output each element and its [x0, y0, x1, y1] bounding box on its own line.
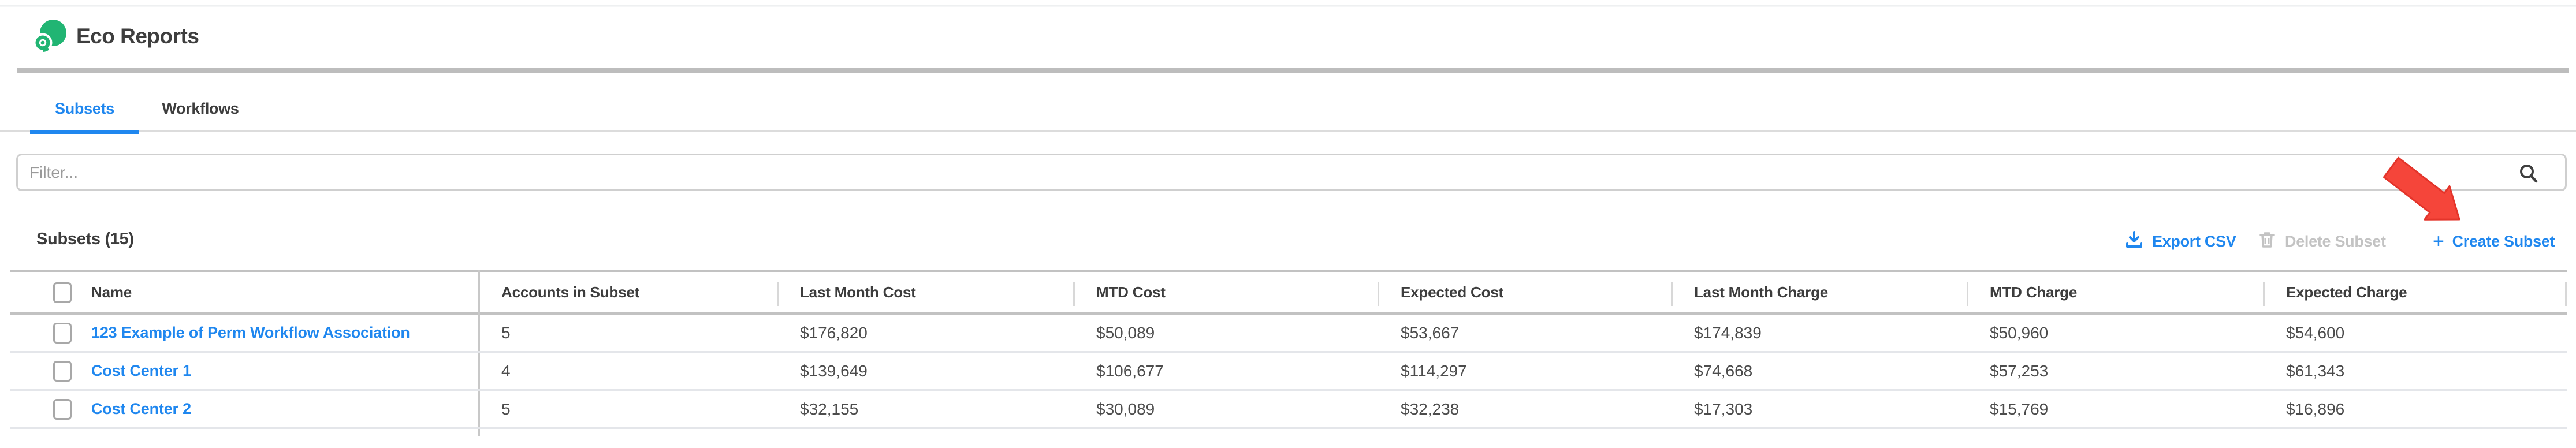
table-row: Cost Center 2 5 $32,155 $30,089 $32,238 …	[10, 391, 2567, 429]
col-header-mtd-charge[interactable]: MTD Charge	[1990, 283, 2078, 301]
subset-name-link[interactable]: 123 Example of Perm Workflow Association	[91, 324, 410, 341]
cell-expected-charge: $54,600	[2286, 323, 2345, 342]
select-all-checkbox-cell	[53, 272, 72, 312]
col-header-name[interactable]: Name	[91, 283, 132, 301]
column-divider	[777, 282, 779, 306]
delete-subset-label: Delete Subset	[2285, 232, 2386, 250]
tab-subsets[interactable]: Subsets	[55, 99, 114, 117]
page-title: Eco Reports	[76, 24, 199, 48]
table-row: Cost Center 1 4 $139,649 $106,677 $114,2…	[10, 353, 2567, 391]
create-subset-button[interactable]: + Create Subset	[2433, 230, 2555, 253]
cell-accounts: 5	[501, 323, 511, 342]
filter-box	[16, 154, 2567, 191]
column-divider	[2263, 282, 2265, 306]
search-icon	[2518, 163, 2540, 188]
table-header-row: Name Accounts in Subset Last Month Cost …	[10, 270, 2567, 436]
cell-mtd-cost: $106,677	[1096, 361, 1164, 380]
row-checkbox[interactable]	[53, 360, 72, 382]
table-row: 123 Example of Perm Workflow Association…	[10, 315, 2567, 353]
col-header-last-month-cost[interactable]: Last Month Cost	[800, 283, 916, 301]
tab-bar: Subsets Workflows	[0, 87, 2576, 132]
cell-expected-cost: $114,297	[1401, 361, 1467, 380]
subset-name-link[interactable]: Cost Center 2	[91, 400, 191, 417]
name-column-divider	[478, 270, 480, 436]
column-divider	[1378, 282, 1379, 306]
trash-icon	[2257, 230, 2277, 253]
cell-expected-charge: $61,343	[2286, 361, 2345, 380]
select-all-checkbox[interactable]	[53, 282, 72, 303]
cell-expected-cost: $53,667	[1401, 323, 1460, 342]
delete-subset-button[interactable]: Delete Subset	[2257, 230, 2386, 253]
eco-logo-icon	[31, 19, 67, 59]
cell-last-month-charge: $74,668	[1694, 361, 1753, 380]
row-checkbox[interactable]	[53, 398, 72, 420]
column-divider	[1967, 282, 1968, 306]
active-tab-underline	[30, 130, 139, 134]
column-divider	[1671, 282, 1673, 306]
row-checkbox-cell	[53, 353, 72, 389]
tab-workflows[interactable]: Workflows	[162, 99, 239, 117]
cell-accounts: 5	[501, 400, 511, 418]
cell-accounts: 4	[501, 361, 511, 380]
export-csv-label: Export CSV	[2152, 232, 2236, 250]
cell-mtd-cost: $30,089	[1096, 400, 1155, 418]
top-divider	[0, 5, 2576, 7]
create-subset-label: Create Subset	[2452, 232, 2555, 250]
subsets-count-heading: Subsets (15)	[36, 230, 134, 248]
cell-mtd-charge: $57,253	[1990, 361, 2049, 380]
cell-last-month-charge: $17,303	[1694, 400, 1753, 418]
col-header-expected-cost[interactable]: Expected Cost	[1401, 283, 1504, 301]
cell-last-month-cost: $176,820	[800, 323, 868, 342]
cell-last-month-cost: $139,649	[800, 361, 868, 380]
cell-last-month-charge: $174,839	[1694, 323, 1762, 342]
subsets-table: Name Accounts in Subset Last Month Cost …	[10, 270, 2567, 448]
col-header-accounts[interactable]: Accounts in Subset	[501, 283, 640, 301]
col-header-mtd-cost[interactable]: MTD Cost	[1096, 283, 1166, 301]
cell-mtd-charge: $15,769	[1990, 400, 2049, 418]
export-csv-button[interactable]: Export CSV	[2124, 230, 2236, 253]
cell-mtd-charge: $50,960	[1990, 323, 2049, 342]
column-divider	[1073, 282, 1075, 306]
row-checkbox[interactable]	[53, 322, 72, 344]
subset-name-link[interactable]: Cost Center 1	[91, 362, 191, 379]
cell-mtd-cost: $50,089	[1096, 323, 1155, 342]
horizontal-scrollbar[interactable]	[17, 68, 2569, 73]
col-header-expected-charge[interactable]: Expected Charge	[2286, 283, 2407, 301]
download-icon	[2124, 230, 2144, 253]
row-checkbox-cell	[53, 315, 72, 351]
col-header-last-month-charge[interactable]: Last Month Charge	[1694, 283, 1829, 301]
row-checkbox-cell	[53, 391, 72, 427]
cell-expected-cost: $32,238	[1401, 400, 1460, 418]
cell-last-month-cost: $32,155	[800, 400, 859, 418]
column-divider	[2565, 282, 2567, 306]
filter-input[interactable]	[29, 157, 2501, 188]
cell-expected-charge: $16,896	[2286, 400, 2345, 418]
plus-icon: +	[2433, 230, 2444, 252]
